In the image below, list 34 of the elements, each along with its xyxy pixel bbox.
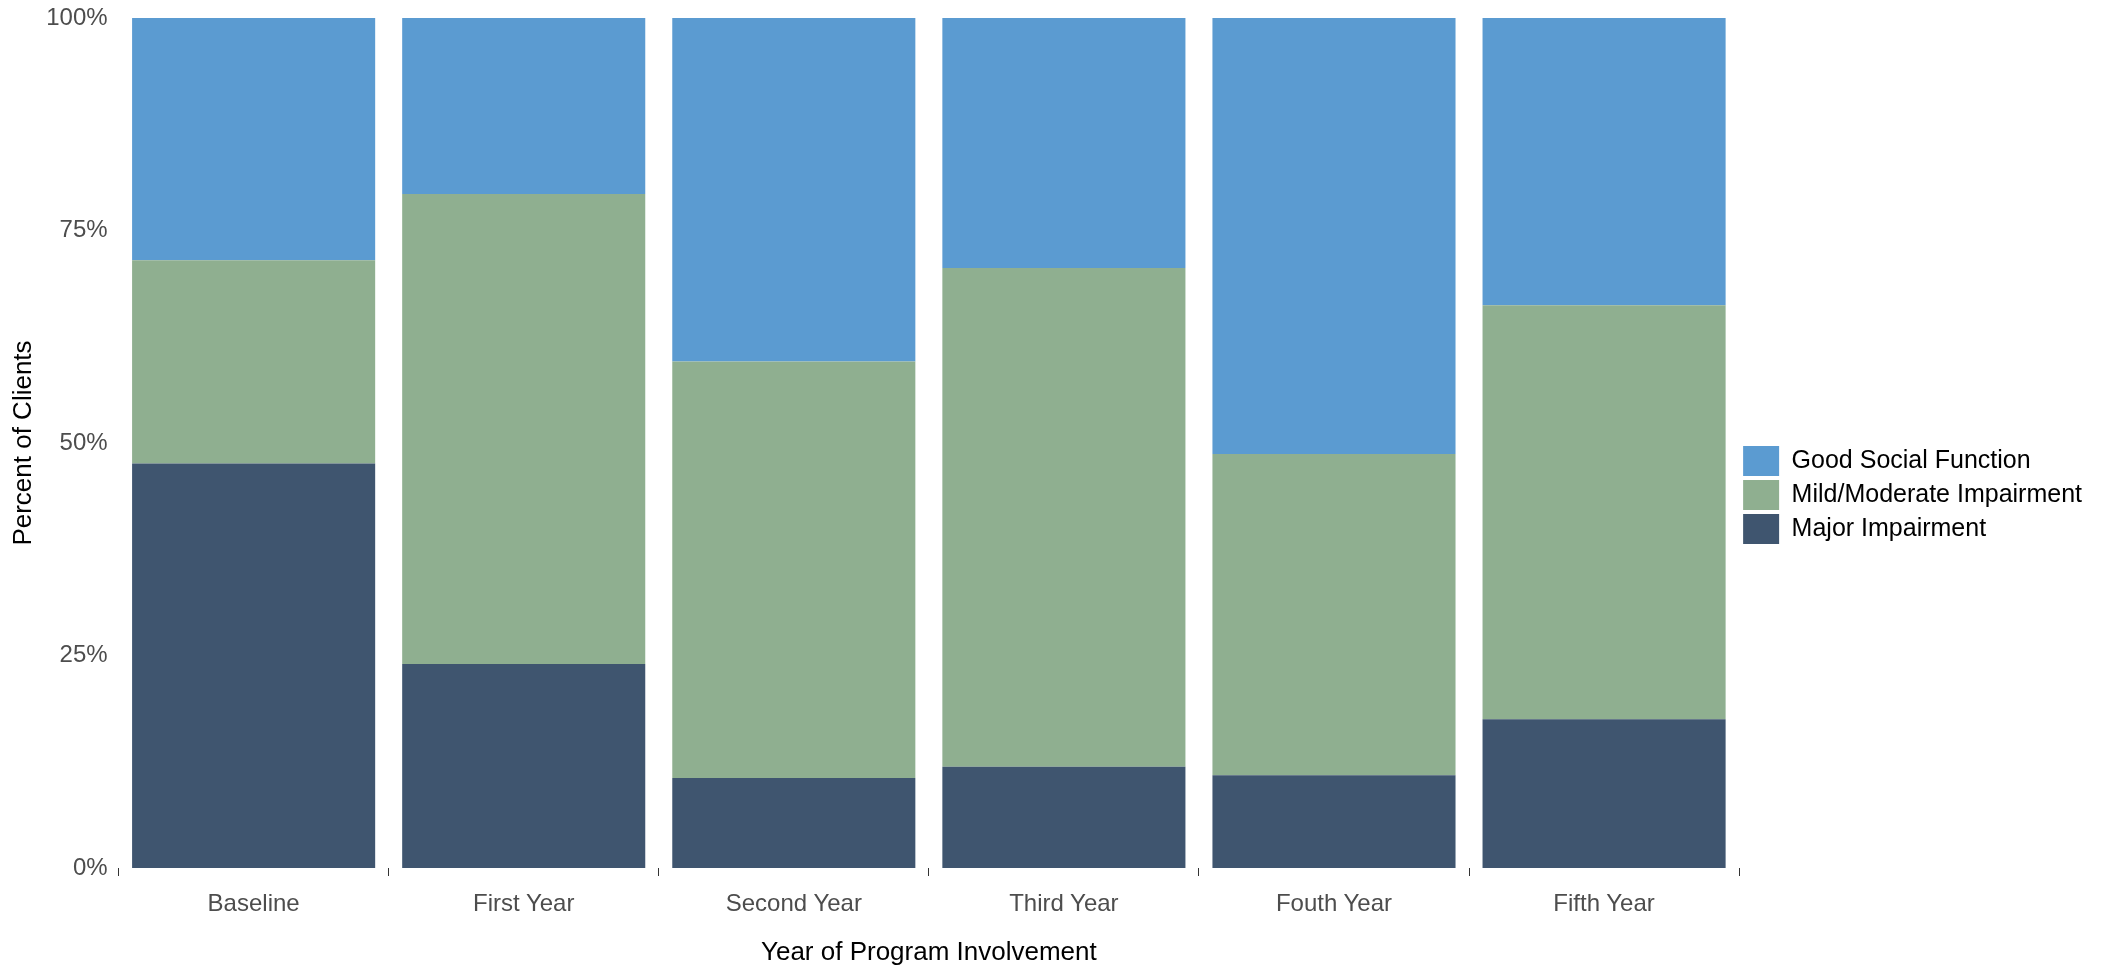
y-tick-label: 50% bbox=[59, 427, 108, 455]
bar bbox=[942, 18, 1186, 268]
bar bbox=[1212, 18, 1456, 455]
bar bbox=[942, 267, 1186, 767]
bar bbox=[402, 193, 646, 664]
x-tick-label: Fouth Year bbox=[1275, 889, 1393, 917]
bar bbox=[132, 463, 376, 868]
legend-label: Good Social Function bbox=[1791, 444, 2031, 473]
bar bbox=[672, 18, 916, 362]
legend-label: Mild/Moderate Impairment bbox=[1791, 478, 2083, 507]
y-tick-label: 100% bbox=[46, 2, 108, 30]
y-tick-label: 25% bbox=[59, 640, 108, 668]
bar bbox=[672, 777, 916, 868]
bar bbox=[132, 260, 376, 464]
y-axis-title: Percent of Clients bbox=[6, 340, 37, 546]
y-tick-label: 75% bbox=[59, 215, 108, 243]
bar bbox=[942, 766, 1186, 868]
bar bbox=[1482, 305, 1726, 720]
bar bbox=[1212, 454, 1456, 776]
bar bbox=[1482, 18, 1726, 306]
x-axis-title: Year of Program Involvement bbox=[760, 935, 1098, 966]
bar bbox=[1212, 775, 1456, 868]
legend-label: Major Impairment bbox=[1791, 512, 1987, 541]
x-tick-label: Second Year bbox=[725, 889, 862, 917]
bar bbox=[402, 18, 646, 194]
x-tick-label: Fifth Year bbox=[1553, 889, 1655, 917]
bar bbox=[132, 18, 376, 261]
y-tick-label: 0% bbox=[72, 852, 108, 880]
x-tick-label: Baseline bbox=[207, 889, 300, 917]
bar bbox=[402, 664, 646, 868]
x-tick-label: First Year bbox=[473, 889, 575, 917]
x-tick-label: Third Year bbox=[1009, 889, 1119, 917]
bar bbox=[1482, 719, 1726, 868]
bar bbox=[672, 361, 916, 778]
